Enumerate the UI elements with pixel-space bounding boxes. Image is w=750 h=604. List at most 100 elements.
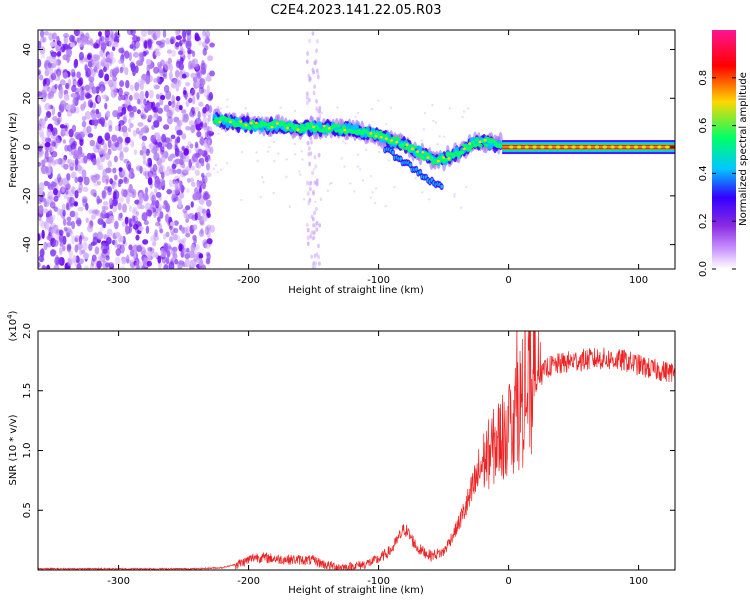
spectrogram-frame [37,29,676,270]
ridge-cell [401,142,407,147]
noise-blob [84,64,89,72]
ridge-peak [468,142,472,145]
noise-blob [82,198,88,207]
ridge-peak [239,120,243,123]
noise-blob [163,264,169,269]
noise-blob [41,119,47,125]
noise-blob [151,101,156,111]
noise-blob [47,166,52,173]
noise-blob [105,167,112,174]
band-peak [665,145,670,149]
band-peak [509,145,514,149]
noise-blob [196,92,200,100]
ridge-cell [258,123,263,129]
noise-dot [217,132,220,135]
noise-blob [104,178,109,185]
noise-blob [205,172,212,178]
noise-blob [170,134,176,140]
colorbar-tick-label: 0.2 [698,213,709,229]
noise-blob [74,237,78,243]
noise-blob [141,30,148,38]
noise-blob [133,149,138,156]
noise-blob [56,35,60,46]
noise-blob [40,197,47,203]
noise-blob [206,238,213,245]
noise-blob [199,122,203,128]
noise-blob [141,135,148,142]
noise-blob [166,49,172,54]
noise-blob [117,213,122,221]
noise-dot [244,107,247,110]
noise-blob [311,170,314,176]
noise-blob [78,95,85,101]
noise-blob [103,142,108,152]
noise-blob [200,136,205,146]
noise-blob [59,242,64,247]
noise-blob [181,30,187,39]
noise-blob [52,32,58,40]
noise-blob [118,87,123,97]
ridge-cell [336,123,341,128]
noise-blob [41,229,45,240]
ridge-cell [332,123,338,128]
y-tick-label: 0 [22,144,33,150]
noise-blob [201,35,208,40]
noise-blob [143,98,147,106]
noise-blob [315,48,319,53]
noise-dot [369,196,373,199]
noise-blob [121,188,125,197]
noise-blob [104,94,109,103]
noise-blob [97,95,101,103]
noise-blob [196,181,201,190]
noise-blob [206,208,211,218]
noise-blob [307,146,311,151]
ridge-peak [436,159,440,163]
noise-blob [62,71,69,79]
noise-blob [83,265,89,269]
noise-blob [110,89,117,99]
noise-blob [139,90,145,101]
noise-blob [44,221,50,230]
noise-blob [132,129,137,137]
noise-blob [175,168,182,175]
noise-blob [50,72,57,81]
noise-blob [205,75,212,82]
ridge-cell [409,144,414,148]
noise-blob [39,219,45,227]
noise-dot [340,157,343,160]
noise-blob [136,244,143,253]
noise-blob [78,235,83,245]
noise-blob [99,49,104,58]
noise-blob [88,76,95,83]
ridge-cell [272,124,278,129]
noise-blob [39,37,45,43]
noise-blob [175,41,180,48]
noise-blob [108,124,113,132]
noise-blob [142,193,149,202]
noise-blob [109,178,114,185]
ridge-cell [443,157,449,162]
noise-blob [71,186,76,194]
noise-blob [134,65,139,74]
noise-blob [62,139,67,144]
noise-blob [307,200,311,206]
noise-blob [48,62,52,69]
noise-blob [191,96,196,105]
noise-blob [94,209,100,217]
noise-blob [190,88,197,98]
ridge-cell [369,133,374,138]
ridge-peak [390,139,394,142]
x-tick-label: -300 [107,576,130,587]
noise-blob [38,204,44,215]
noise-dot [298,170,301,173]
noise-blob [172,79,178,85]
x-tick-label: -100 [367,275,390,286]
noise-blob [40,52,46,59]
band-peak [610,145,615,149]
noise-blob [206,193,211,199]
noise-blob [53,239,59,247]
noise-blob [182,166,189,174]
noise-dot [293,109,297,113]
noise-blob [102,66,107,72]
